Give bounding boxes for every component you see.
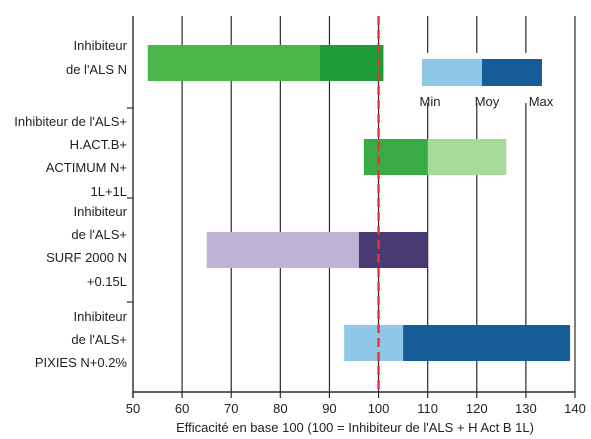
category-label: Inhibiteur: [74, 204, 128, 219]
x-tick-label: 50: [126, 401, 140, 416]
bars: [147, 16, 571, 392]
x-tick-label: 80: [273, 401, 287, 416]
x-tick-label: 130: [515, 401, 537, 416]
category-label: SURF 2000 N: [46, 250, 127, 265]
category-label: PIXIES N+0.2%: [35, 355, 128, 370]
category-label: Inhibiteur de l'ALS+: [14, 114, 127, 129]
x-tick-label: 100: [368, 401, 390, 416]
bar-segment-min-moy: [363, 139, 428, 175]
legend: Min Moy Max: [418, 53, 554, 109]
x-tick-label: 120: [466, 401, 488, 416]
category-label: de l'ALS N: [66, 62, 127, 77]
bar-segment-min-moy: [206, 232, 359, 268]
x-tick-label: 140: [564, 401, 586, 416]
x-tick-label: 110: [417, 401, 438, 416]
x-tick-label: 70: [224, 401, 238, 416]
x-tick-labels: 50 60 70 80 90 100 110 120 130 140: [126, 401, 586, 416]
category-label: de l'ALS+: [71, 332, 127, 347]
category-label: H.ACT.B+: [70, 137, 127, 152]
category-label: Inhibiteur: [74, 38, 128, 53]
category-label: 1L+1L: [90, 184, 127, 199]
category-label: +0.15L: [87, 274, 127, 289]
legend-label: Max: [529, 94, 554, 109]
bar-segment-moy-max: [427, 139, 507, 175]
category-label: Inhibiteur: [74, 309, 128, 324]
category-label: de l'ALS+: [71, 227, 127, 242]
legend-label: Moy: [475, 94, 500, 109]
category-label: ACTIMUM N+: [46, 160, 127, 175]
bar-segment-min-moy: [344, 325, 404, 361]
legend-label: Min: [420, 94, 441, 109]
bar-segment-moy-max: [319, 45, 384, 81]
axes: [127, 16, 576, 398]
legend-swatch-moy-max: [482, 59, 542, 86]
bar-segment-moy-max: [403, 325, 571, 361]
x-tick-label: 60: [175, 401, 189, 416]
legend-swatch-min-moy: [422, 59, 482, 86]
x-tick-label: 90: [322, 401, 336, 416]
bar-segment-moy-max: [358, 232, 428, 268]
category-labels: Inhibiteur de l'ALS N Inhibiteur de l'ALS+…: [14, 38, 127, 370]
bar-segment-min-moy: [147, 45, 320, 81]
x-axis-label: Efficacité en base 100 (100 = Inhibiteur…: [176, 420, 534, 435]
